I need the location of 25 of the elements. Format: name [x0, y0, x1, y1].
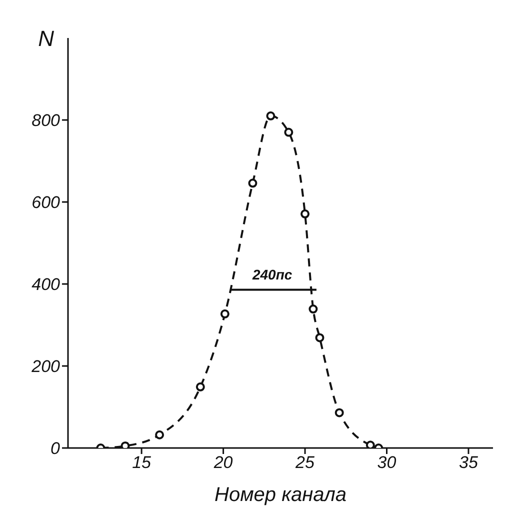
y-tick-label: 600 [32, 193, 61, 212]
y-tick-label: 200 [30, 357, 61, 376]
point [366, 440, 375, 448]
point [196, 382, 205, 392]
x-tick-label: 35 [459, 453, 478, 472]
y-tick-label: 0 [50, 439, 61, 458]
point [120, 441, 130, 448]
point [220, 309, 230, 318]
x-tick-label: 20 [212, 453, 234, 472]
point [284, 128, 294, 137]
point [315, 333, 324, 342]
x-axis-title: Номер канала [214, 484, 346, 506]
y-tick-label: 800 [32, 111, 61, 130]
point [334, 408, 344, 418]
annotation: 240пс [251, 266, 292, 283]
point [266, 111, 276, 120]
y-tick-label: 400 [32, 275, 61, 294]
point [300, 209, 310, 218]
y-axis-title: N [38, 26, 54, 51]
x-tick-label: 25 [294, 453, 316, 472]
point [308, 304, 318, 314]
point [155, 430, 164, 440]
x-tick-label: 15 [132, 453, 152, 472]
x-tick-label: 30 [377, 453, 397, 472]
point [248, 178, 258, 188]
